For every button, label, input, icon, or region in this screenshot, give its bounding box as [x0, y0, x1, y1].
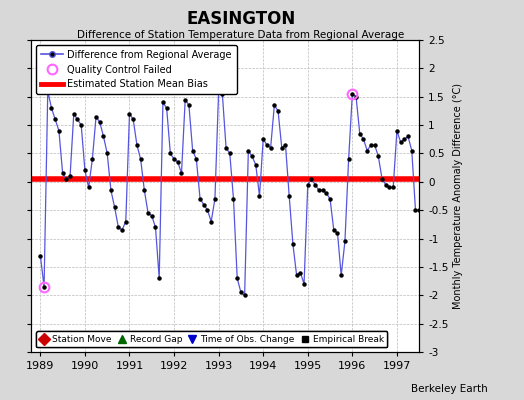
Y-axis label: Monthly Temperature Anomaly Difference (°C): Monthly Temperature Anomaly Difference (… — [453, 83, 463, 309]
Text: Difference of Station Temperature Data from Regional Average: Difference of Station Temperature Data f… — [78, 30, 405, 40]
Legend: Station Move, Record Gap, Time of Obs. Change, Empirical Break: Station Move, Record Gap, Time of Obs. C… — [36, 331, 387, 348]
Text: EASINGTON: EASINGTON — [187, 10, 296, 28]
Text: Berkeley Earth: Berkeley Earth — [411, 384, 487, 394]
